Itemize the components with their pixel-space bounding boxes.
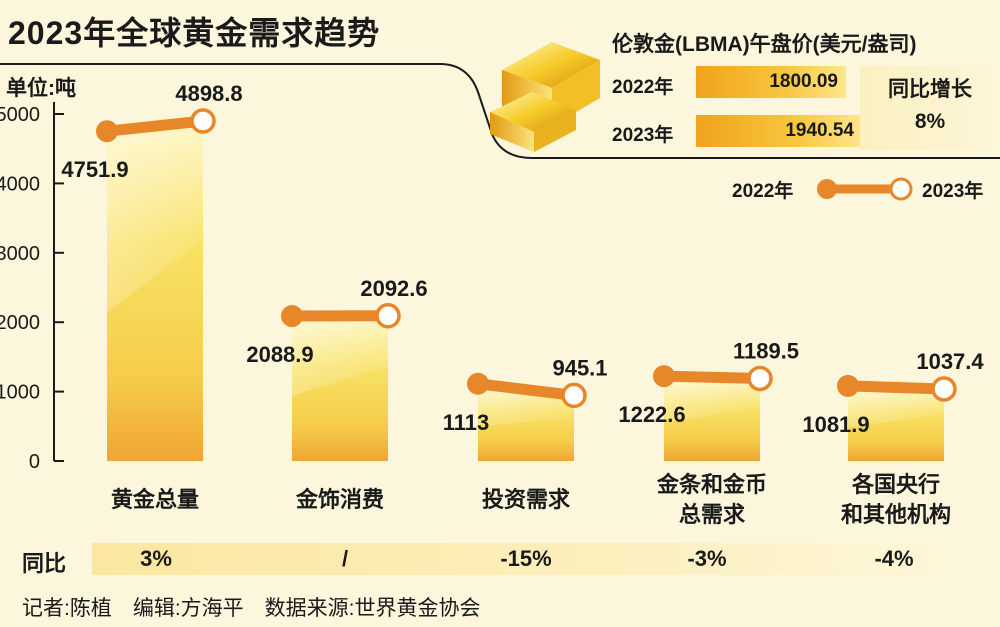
data-label-2023-2: 945.1 (552, 355, 607, 380)
yoy-value-bars-coins: -3% (687, 546, 727, 571)
y-tick-label: 5000 (0, 104, 40, 126)
point-2023-1 (375, 303, 401, 329)
lbma-2023-label: 2023年 (612, 125, 674, 146)
legend-2023-label: 2023年 (922, 181, 984, 202)
lbma-2022-value: 1800.09 (769, 71, 838, 92)
point-2023-3 (747, 365, 773, 392)
page-title: 2023年全球黄金需求趋势 (8, 15, 381, 51)
lbma-2022-bar: 1800.09 (696, 66, 846, 98)
trend-line-3 (658, 370, 766, 384)
gold-bars-icon (490, 42, 600, 152)
yoy-value-central-banks: -4% (874, 546, 914, 571)
bar-shine-1 (292, 315, 388, 396)
category-label-2: 投资需求 (446, 485, 606, 515)
category-label-3: 金条和金币 总需求 (632, 470, 792, 530)
bar-shine-4 (848, 385, 944, 428)
lbma-yoy-label: 同比增长 (888, 78, 972, 101)
lbma-2023-bar: 1940.54 (696, 115, 862, 147)
trend-line-4 (842, 380, 950, 395)
data-label-2022-2: 1113 (443, 410, 490, 435)
lbma-yoy-value: 8% (914, 110, 946, 133)
data-label-2023-4: 1037.4 (916, 349, 984, 374)
lbma-title: 伦敦金(LBMA)午盘价(美元/盎司) (612, 33, 917, 56)
lbma-2022-label: 2022年 (612, 77, 674, 98)
yoy-strip (92, 543, 942, 575)
category-label-0: 黄金总量 (75, 485, 235, 515)
category-label-4: 各国央行 和其他机构 (816, 470, 976, 530)
point-2023-2 (561, 382, 587, 409)
yoy-label: 同比 (22, 551, 67, 576)
point-2022-4 (837, 374, 859, 397)
y-tick-label: 4000 (0, 173, 40, 195)
y-tick-label: 3000 (0, 243, 40, 265)
point-2022-2 (467, 372, 489, 395)
data-label-2022-1: 2088.9 (246, 342, 313, 367)
unit-label: 单位:吨 (6, 77, 76, 100)
category-label-line: 各国央行 (851, 472, 940, 497)
bar-shine-3 (664, 376, 760, 423)
trend-line-0 (101, 115, 209, 137)
bar-shine-0 (107, 121, 203, 313)
data-label-2022-3: 1222.6 (618, 402, 685, 427)
yoy-value-total: 3% (140, 546, 172, 571)
lbma-yoy-box: 同比增长 8% (860, 66, 1000, 150)
trend-line-2 (472, 378, 580, 401)
data-label-2023-0: 4898.8 (175, 81, 242, 106)
data-label-2022-4: 1081.9 (802, 412, 869, 437)
legend-line-icon (817, 177, 913, 201)
data-label-2022-0: 4751.9 (61, 157, 128, 182)
point-2022-3 (653, 365, 675, 388)
category-label-line: 金饰消费 (295, 487, 384, 512)
data-label-2023-3: 1189.5 (733, 338, 799, 363)
legend-2022-label: 2022年 (732, 181, 794, 202)
point-2023-0 (190, 108, 216, 134)
credits: 记者:陈植 编辑:方海平 数据来源:世界黄金协会 (22, 597, 481, 620)
point-2023-4 (931, 376, 957, 402)
category-label-line: 金条和金币 (656, 472, 767, 497)
category-label-1: 金饰消费 (260, 485, 420, 515)
category-label-line: 黄金总量 (110, 487, 199, 512)
data-label-2023-1: 2092.6 (360, 276, 427, 301)
category-label-line: 投资需求 (481, 487, 570, 512)
lbma-2023-value: 1940.54 (785, 120, 854, 141)
category-label-line: 和其他机构 (840, 502, 951, 527)
y-tick-label: 2000 (0, 312, 40, 334)
category-label-line: 总需求 (678, 502, 745, 527)
yoy-value-investment: -15% (500, 546, 552, 571)
point-2022-1 (281, 305, 303, 328)
y-tick-label: 1000 (0, 382, 40, 404)
point-2022-0 (96, 120, 118, 143)
yoy-value-jewelry: / (341, 546, 349, 571)
y-tick-label: 0 (29, 451, 40, 473)
